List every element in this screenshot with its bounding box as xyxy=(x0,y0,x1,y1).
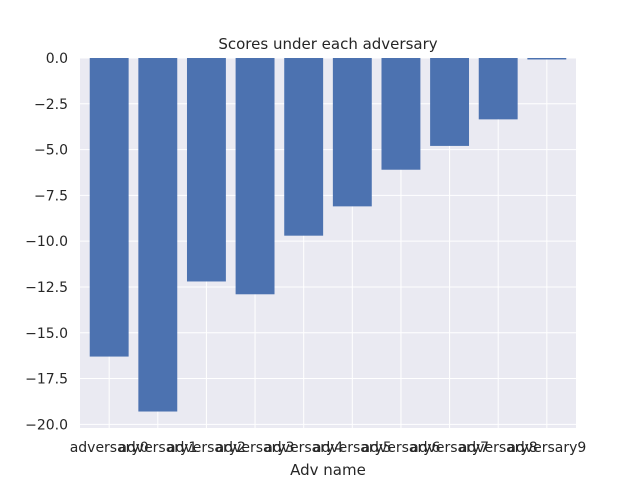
x-tick-label-adversary4: adversary4 xyxy=(264,440,343,456)
y-tick-label: −12.5 xyxy=(25,280,68,296)
x-tick-label-adversary7: adversary7 xyxy=(410,440,489,456)
y-tick-labels: 0.0 −2.5 −5.0 −7.5 −10.0 −12.5 −15.0 −17.5 −20.0 xyxy=(25,51,68,433)
bar-adversary6 xyxy=(381,58,421,170)
bar-adversary0 xyxy=(89,58,129,357)
chart-title: Scores under each adversary xyxy=(218,35,437,53)
y-tick-label: −15.0 xyxy=(25,326,68,342)
x-tick-label-adversary3: adversary3 xyxy=(216,440,295,456)
bar-adversary2 xyxy=(186,58,226,282)
bar-adversary3 xyxy=(235,58,275,295)
x-axis-label: Adv name xyxy=(290,461,366,479)
bars xyxy=(89,58,567,412)
x-tick-label-adversary5: adversary5 xyxy=(313,440,392,456)
x-tick-label-adversary0: adversary0 xyxy=(70,440,149,456)
y-tick-label: −2.5 xyxy=(34,97,68,113)
y-tick-label: −7.5 xyxy=(34,188,68,204)
x-tick-label-adversary2: adversary2 xyxy=(167,440,246,456)
y-tick-label: −20.0 xyxy=(25,417,68,433)
x-tick-label-adversary9: adversary9 xyxy=(507,440,586,456)
y-tick-label: 0.0 xyxy=(46,51,68,67)
bar-adversary8 xyxy=(478,58,518,120)
x-tick-labels: adversary0adversary1adversary2adversary3… xyxy=(70,440,587,456)
bar-adversary7 xyxy=(430,58,470,146)
y-tick-label: −10.0 xyxy=(25,234,68,250)
bar-adversary1 xyxy=(138,58,178,412)
x-tick-label-adversary8: adversary8 xyxy=(459,440,538,456)
y-tick-label: −5.0 xyxy=(34,143,68,159)
bar-adversary4 xyxy=(284,58,324,236)
y-tick-label: −17.5 xyxy=(25,372,68,388)
bar-adversary5 xyxy=(332,58,372,207)
bar-adversary9 xyxy=(527,58,567,60)
x-tick-label-adversary6: adversary6 xyxy=(361,440,440,456)
x-tick-label-adversary1: adversary1 xyxy=(118,440,197,456)
